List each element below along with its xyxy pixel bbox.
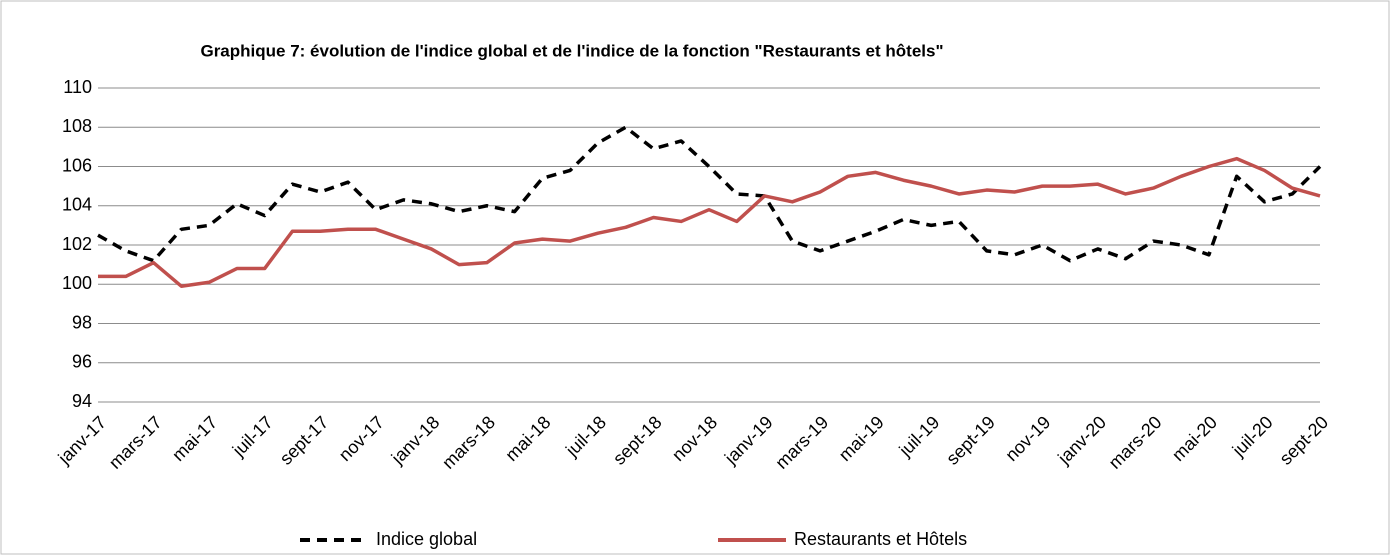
y-tick-label: 96 (72, 352, 92, 372)
chart-title: Graphique 7: évolution de l'indice globa… (200, 41, 943, 60)
y-tick-label: 104 (62, 195, 92, 215)
series-line (97, 125, 1322, 263)
y-tick-label: 108 (62, 116, 92, 136)
y-tick-label: 94 (72, 391, 92, 411)
y-tick-label: 106 (62, 155, 92, 175)
y-tick-label: 100 (62, 273, 92, 293)
legend-label: Restaurants et Hôtels (794, 529, 967, 549)
series-line (98, 156, 1321, 288)
y-tick-label: 102 (62, 234, 92, 254)
y-tick-label: 98 (72, 312, 92, 332)
y-tick-label: 110 (63, 77, 92, 97)
legend-label: Indice global (376, 529, 477, 549)
